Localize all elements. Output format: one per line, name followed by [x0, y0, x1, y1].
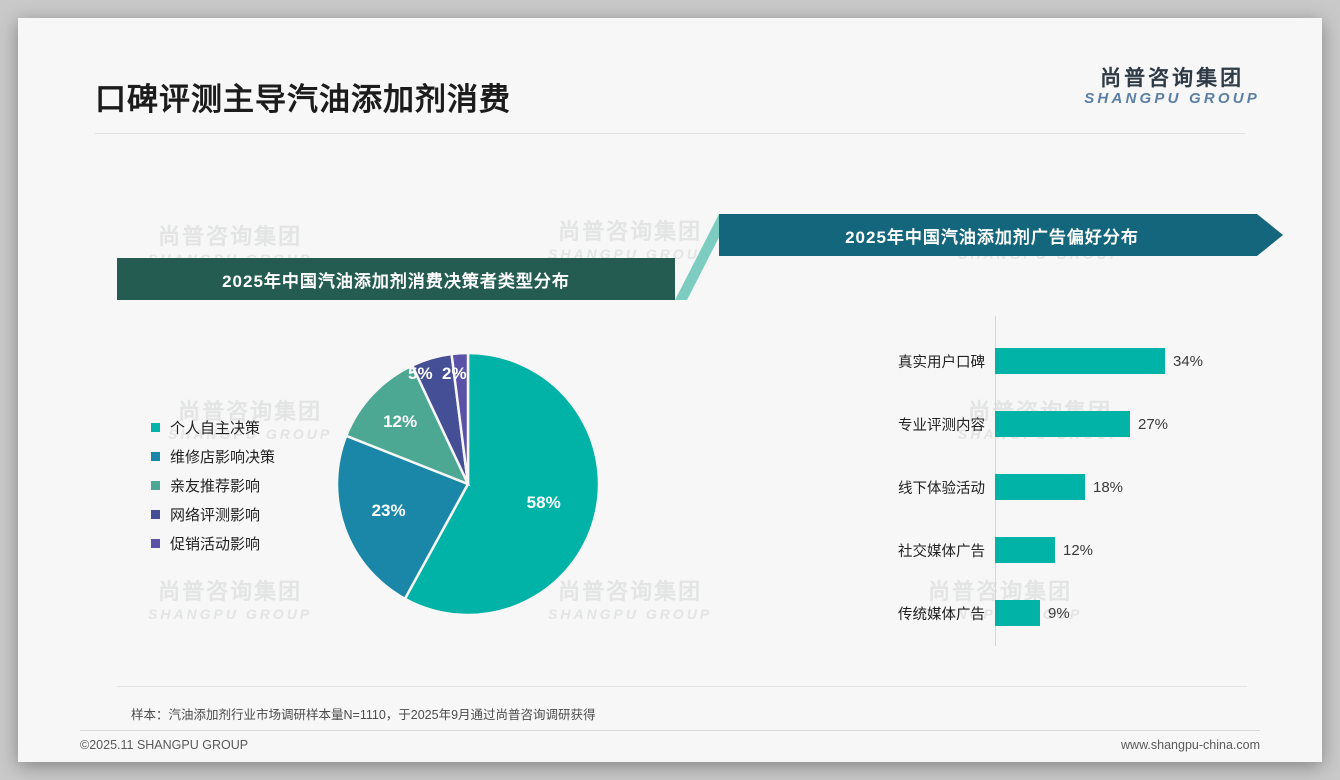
right-chart-banner-title: 2025年中国汽油添加剂广告偏好分布 — [845, 227, 1139, 247]
bar-value-label: 27% — [1138, 415, 1169, 433]
pie-legend: 个人自主决策 维修店影响决策 亲友推荐影响 网络评测影响 促销活动影响 — [151, 413, 275, 558]
right-chart-banner: 2025年中国汽油添加剂广告偏好分布 — [719, 214, 1283, 256]
legend-item-label: 个人自主决策 — [170, 420, 261, 437]
bar-category-label: 传统媒体广告 — [898, 606, 985, 623]
footer-copyright: ©2025.11 SHANGPU GROUP — [80, 738, 249, 752]
pie-slice-label: 12% — [383, 412, 418, 432]
bar-value-label: 12% — [1063, 541, 1094, 559]
header-divider — [95, 133, 1245, 134]
left-chart-banner-title: 2025年中国汽油添加剂消费决策者类型分布 — [222, 271, 570, 291]
brand-logo: 尚普咨询集团 SHANGPU GROUP — [1084, 67, 1260, 107]
pie-slice-label: 23% — [371, 500, 406, 520]
pie-slice-label: 5% — [408, 364, 433, 383]
pie-slice-label: 58% — [526, 493, 561, 513]
pie-slice-label: 2% — [442, 364, 467, 383]
bar-category-label: 真实用户口碑 — [898, 354, 985, 371]
bar-row[interactable]: 线下体验活动 18% — [873, 474, 1273, 500]
bar-category-label: 专业评测内容 — [898, 417, 985, 434]
legend-item[interactable]: 网络评测影响 — [151, 500, 275, 529]
pie-chart[interactable]: 58% 23% 12% 5% 2% — [335, 351, 601, 617]
bar-fill — [995, 474, 1085, 500]
page-title: 口碑评测主导汽油添加剂消费 — [95, 82, 511, 117]
header: 口碑评测主导汽油添加剂消费 尚普咨询集团 SHANGPU GROUP — [18, 18, 1322, 134]
legend-swatch-icon — [151, 539, 160, 548]
pie-slice[interactable] — [344, 363, 471, 487]
footer-divider — [80, 730, 1260, 731]
bar-row[interactable]: 社交媒体广告 12% — [873, 537, 1273, 563]
bar-chart[interactable]: 真实用户口碑 34% 专业评测内容 27% 线下体验活动 18% 社交媒体广告 … — [873, 316, 1273, 646]
legend-item[interactable]: 促销活动影响 — [151, 529, 275, 558]
legend-swatch-icon — [151, 481, 160, 490]
bar-row[interactable]: 专业评测内容 27% — [873, 411, 1273, 437]
logo-cn-text: 尚普咨询集团 — [1100, 67, 1245, 90]
bar-value-label: 18% — [1093, 478, 1124, 496]
bar-category-label: 线下体验活动 — [898, 480, 985, 497]
legend-item-label: 亲友推荐影响 — [170, 478, 261, 495]
legend-item-label: 维修店影响决策 — [170, 449, 276, 466]
bar-row[interactable]: 真实用户口碑 34% — [873, 348, 1273, 374]
pie-chart-svg — [335, 351, 601, 617]
pie-slice[interactable] — [450, 351, 470, 485]
bar-fill — [995, 348, 1165, 374]
legend-item-label: 网络评测影响 — [170, 507, 261, 524]
legend-swatch-icon — [151, 510, 160, 519]
bar-fill — [995, 411, 1130, 437]
sample-footnote: 样本：汽油添加剂行业市场调研样本量N=1110，于2025年9月通过尚普咨询调研… — [131, 708, 596, 722]
footnote-divider — [117, 686, 1247, 687]
banner-layer: 2025年中国汽油添加剂广告偏好分布 2025年中国汽油添加剂消费决策者类型分布 — [18, 18, 1322, 762]
bar-value-label: 9% — [1048, 604, 1070, 622]
logo-en-text: SHANGPU GROUP — [1084, 89, 1260, 107]
slide: 尚普咨询集团 SHANGPU GROUP 尚普咨询集团 SHANGPU GROU… — [18, 18, 1322, 762]
bar-fill — [995, 537, 1055, 563]
legend-item-label: 促销活动影响 — [170, 536, 261, 553]
bar-value-label: 34% — [1173, 352, 1204, 370]
left-chart-banner: 2025年中国汽油添加剂消费决策者类型分布 — [117, 258, 675, 300]
legend-swatch-icon — [151, 452, 160, 461]
bar-fill — [995, 600, 1040, 626]
legend-item[interactable]: 个人自主决策 — [151, 413, 275, 442]
pie-slice[interactable] — [403, 351, 601, 617]
bar-category-label: 社交媒体广告 — [898, 543, 985, 560]
legend-item[interactable]: 亲友推荐影响 — [151, 471, 275, 500]
pie-slice[interactable] — [335, 434, 470, 601]
footer-website[interactable]: www.shangpu-china.com — [1121, 738, 1260, 752]
legend-item[interactable]: 维修店影响决策 — [151, 442, 275, 471]
bar-row[interactable]: 传统媒体广告 9% — [873, 600, 1273, 626]
legend-swatch-icon — [151, 423, 160, 432]
